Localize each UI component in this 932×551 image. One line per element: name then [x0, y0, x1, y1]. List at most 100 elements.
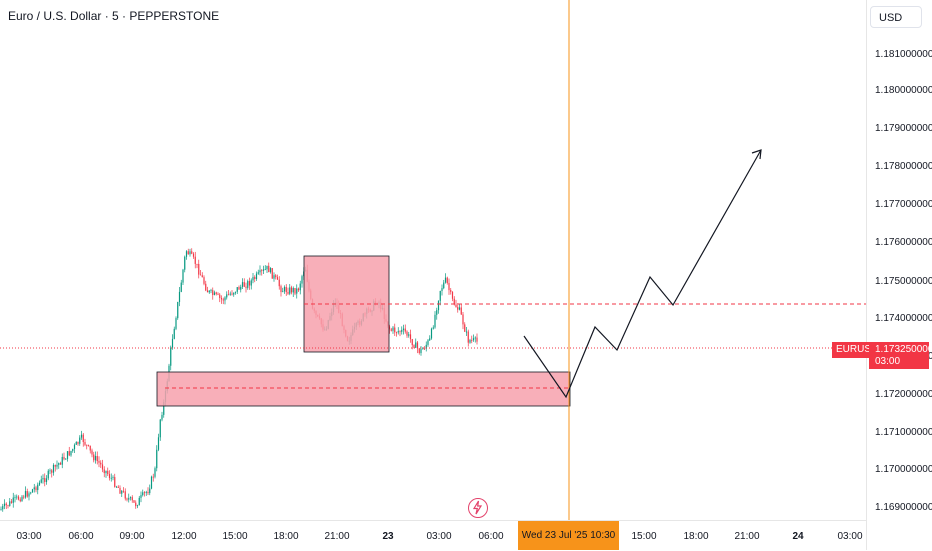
- candle-body: [156, 449, 158, 469]
- candle-body: [474, 337, 476, 339]
- candle-body: [119, 487, 121, 494]
- candle-body: [170, 347, 172, 366]
- candle-body: [278, 279, 280, 287]
- candle-body: [229, 293, 231, 295]
- candle-body: [444, 277, 447, 283]
- candle-body: [231, 293, 233, 295]
- price-tick-label: 1.178000000: [875, 161, 932, 172]
- currency-button[interactable]: USD: [870, 6, 922, 28]
- candle-body: [184, 256, 186, 270]
- price-axis[interactable]: [866, 0, 932, 550]
- candle-body: [45, 478, 48, 482]
- candle-body: [142, 492, 144, 496]
- candle-body: [448, 282, 450, 291]
- candle-body: [108, 474, 111, 479]
- candle-body: [19, 499, 21, 502]
- candle-body: [110, 477, 112, 479]
- candle-body: [66, 451, 69, 459]
- candle-body: [65, 458, 67, 460]
- candle-body: [250, 280, 252, 286]
- candle-body: [432, 327, 434, 329]
- chart-area[interactable]: [0, 0, 866, 520]
- candle-body: [30, 492, 32, 494]
- candle-body: [472, 338, 475, 341]
- candle-body: [254, 277, 256, 280]
- candle-body: [175, 318, 177, 329]
- candle-body: [94, 456, 97, 461]
- candle-body: [238, 287, 240, 290]
- candle-body: [10, 501, 13, 503]
- candle-body: [252, 277, 254, 281]
- candle-body: [61, 456, 63, 465]
- price-tick-label: 1.171000000: [875, 427, 932, 438]
- candle-body: [269, 268, 272, 273]
- candle-body: [77, 441, 79, 444]
- candle-body: [415, 342, 417, 348]
- candle-body: [115, 486, 118, 488]
- cursor-time-label: Wed 23 Jul '25 10:30: [518, 521, 619, 550]
- candle-body: [441, 288, 443, 291]
- time-axis[interactable]: [0, 520, 866, 551]
- lightning-icon[interactable]: [468, 498, 488, 518]
- time-tick-label: 12:00: [171, 531, 197, 542]
- candle-body: [147, 491, 149, 494]
- chart-canvas[interactable]: [0, 0, 866, 520]
- candle-body: [194, 256, 196, 264]
- candle-body: [476, 337, 478, 342]
- symbol-title[interactable]: Euro / U.S. Dollar · 5 · PEPPERSTONE: [8, 9, 220, 23]
- candle-body: [44, 478, 46, 482]
- candle-body: [192, 253, 195, 257]
- candle-body: [397, 331, 399, 333]
- candle-body: [31, 489, 34, 493]
- candle-body: [180, 282, 182, 292]
- candle-body: [178, 291, 181, 303]
- candle-body: [182, 269, 184, 283]
- candle-body: [299, 283, 301, 291]
- candle-body: [245, 286, 247, 288]
- candle-body: [28, 493, 30, 497]
- candle-body: [467, 331, 469, 343]
- candle-body: [262, 269, 265, 271]
- candle-body: [122, 490, 125, 492]
- price-tick-label: 1.181000000: [875, 49, 932, 60]
- candle-body: [224, 297, 226, 301]
- candle-body: [457, 307, 459, 310]
- time-tick-label: 15:00: [631, 531, 657, 542]
- candle-body: [212, 290, 214, 295]
- candle-body: [17, 496, 20, 500]
- candle-body: [413, 345, 415, 348]
- candle-body: [213, 292, 216, 295]
- projection-path[interactable]: [523, 149, 762, 399]
- candle-body: [21, 496, 23, 502]
- candle-body: [98, 461, 100, 463]
- candle-body: [96, 456, 98, 462]
- candle-body: [100, 462, 102, 465]
- price-tick-label: 1.179000000: [875, 123, 932, 134]
- candle-body: [427, 340, 429, 345]
- candle-body: [430, 328, 433, 339]
- demand-zone[interactable]: [156, 371, 571, 407]
- candle-body: [2, 506, 4, 510]
- candle-body: [80, 434, 83, 438]
- candle-body: [114, 477, 116, 487]
- current-price-tag: 1.173250000 03:00: [869, 342, 932, 369]
- candle-body: [261, 270, 263, 272]
- candle-body: [422, 348, 424, 350]
- candle-body: [84, 442, 86, 445]
- candle-body: [451, 291, 454, 299]
- candle-body: [394, 327, 396, 333]
- time-tick-label: 21:00: [324, 531, 350, 542]
- candle-body: [101, 464, 104, 470]
- candle-body: [133, 500, 135, 503]
- candle-body: [177, 302, 179, 319]
- candle-body: [79, 437, 81, 444]
- candle-body: [240, 286, 242, 290]
- candle-body: [227, 294, 230, 296]
- candle-body: [70, 450, 72, 456]
- candle-body: [285, 287, 287, 293]
- candle-body: [275, 275, 277, 278]
- candle-body: [388, 326, 391, 330]
- price-tick-label: 1.176000000: [875, 237, 932, 248]
- candle-body: [469, 340, 471, 343]
- price-tick-label: 1.172000000: [875, 389, 932, 400]
